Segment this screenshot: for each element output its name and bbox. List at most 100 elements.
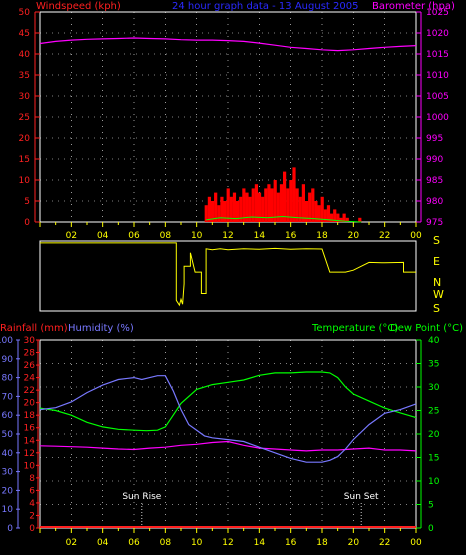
rainfall-tick-label: 24 — [24, 374, 36, 384]
wind-speed-bar — [314, 201, 318, 222]
wind-speed-bar — [286, 188, 290, 222]
wind-speed-bar — [232, 192, 237, 222]
wind-speed-bar — [270, 188, 274, 222]
wind-speed-bar — [276, 192, 280, 222]
rainfall-tick-label: 14 — [24, 436, 36, 446]
humidity-tick-label: 60 — [2, 411, 14, 421]
panel-3-time-axis: 02 04 06 08 10 12 14 16 18 20 22 00 — [39, 528, 422, 548]
temperature-tick-label: 0 — [428, 524, 434, 534]
barometer-tick-label: 980 — [426, 197, 443, 207]
dewpoint-axis-title: Dew Point (°C) — [390, 323, 463, 334]
time-tick-label: 00 — [410, 538, 422, 548]
windspeed-tick-label: 35 — [19, 71, 30, 81]
wind-speed-bar — [342, 213, 346, 222]
rainfall-tick-label: 18 — [24, 411, 36, 421]
compass-label: S — [433, 302, 440, 315]
wind-speed-bar — [242, 188, 246, 222]
barometer-tick-label: 1000 — [426, 113, 449, 123]
panel-3-grid — [40, 340, 416, 528]
time-tick-label: 22 — [379, 538, 390, 548]
rainfall-tick-label: 2 — [29, 511, 35, 521]
rainfall-tick-label: 26 — [24, 361, 36, 371]
windspeed-tick-label: 10 — [19, 176, 31, 186]
humidity-tick-label: 100 — [0, 336, 13, 346]
humidity-tick-label: 80 — [2, 374, 14, 384]
panel-2-frame — [39, 240, 417, 312]
humidity-line — [39, 375, 417, 463]
time-tick-label: 10 — [191, 231, 203, 241]
wind-speed-bar — [295, 188, 299, 222]
time-tick-label: 20 — [348, 538, 360, 548]
panel-3-axes: 0102030405060708090100024681012141618202… — [0, 336, 440, 534]
wind-speed-bar — [261, 196, 265, 222]
wind-speed-bar — [308, 192, 312, 222]
humidity-axis-title: Humidity (%) — [68, 323, 134, 334]
windspeed-tick-label: 15 — [19, 155, 30, 165]
wind-speed-bar — [301, 184, 305, 222]
time-tick-label: 14 — [254, 538, 266, 548]
wind-speed-bar — [264, 188, 268, 222]
humidity-tick-label: 90 — [2, 355, 14, 365]
barometer-tick-label: 1020 — [426, 29, 449, 39]
temperature-tick-label: 10 — [428, 477, 440, 487]
wind-speed-bar — [245, 192, 249, 222]
time-tick-label: 00 — [410, 231, 422, 241]
wind-speed-bar — [298, 196, 302, 222]
wind-speed-bar — [283, 171, 287, 222]
rainfall-tick-label: 10 — [24, 461, 36, 471]
sun-markers: Sun Rise Sun Set — [122, 492, 379, 528]
wind-speed-bar — [273, 180, 277, 222]
temperature-tick-label: 5 — [428, 501, 434, 511]
wind-direction-line — [40, 242, 416, 307]
temperature-tick-label: 30 — [428, 383, 440, 393]
wind-gust-line — [206, 215, 362, 223]
rainfall-tick-label: 16 — [24, 424, 36, 434]
wind-speed-bar — [317, 205, 321, 222]
wind-speed-bar — [323, 209, 327, 222]
time-tick-label: 08 — [160, 538, 172, 548]
wind-speed-bar — [251, 188, 255, 222]
panel-1-grid — [40, 12, 416, 222]
windspeed-tick-label: 0 — [24, 218, 30, 228]
wind-speed-bar — [207, 196, 211, 222]
sun-marker-label: Sun Set — [344, 492, 379, 502]
sun-marker-label: Sun Rise — [122, 492, 161, 502]
time-tick-label: 10 — [191, 538, 203, 548]
wind-speed-bar — [226, 188, 230, 222]
barometer-line — [39, 37, 417, 52]
windspeed-tick-label: 50 — [19, 8, 31, 18]
compass-label: W — [433, 288, 444, 301]
wind-speed-bar — [345, 217, 349, 222]
wind-speed-bar — [214, 192, 218, 222]
time-tick-label: 04 — [97, 538, 109, 548]
rainfall-tick-label: 12 — [24, 449, 35, 459]
humidity-tick-label: 20 — [2, 486, 14, 496]
wind-speed-bar — [336, 213, 340, 222]
time-tick-label: 20 — [348, 231, 360, 241]
panel-1-time-axis: 02 04 06 08 10 12 14 16 18 20 22 00 — [39, 222, 422, 241]
barometer-tick-label: 1005 — [426, 92, 449, 102]
humidity-tick-label: 70 — [2, 392, 14, 402]
rainfall-tick-label: 0 — [29, 524, 35, 534]
wind-speed-bar — [330, 213, 334, 222]
compass-label: E — [433, 255, 440, 268]
wind-direction-series — [40, 242, 416, 307]
temperature-tick-label: 15 — [428, 454, 439, 464]
windspeed-axis: 0 5 10 15 20 25 30 35 40 45 50 — [19, 8, 40, 228]
time-tick-label: 16 — [285, 538, 297, 548]
barometer-axis: 975 980 985 990 995 1000 1005 1010 1015 1020 1025 — [416, 8, 449, 228]
time-tick-label: 02 — [66, 231, 77, 241]
wind-speed-bar — [289, 180, 293, 222]
barometer-tick-label: 1015 — [426, 50, 449, 60]
wind-speed-bar — [358, 217, 362, 222]
wind-speed-bar — [257, 192, 262, 222]
time-tick-label: 06 — [128, 538, 140, 548]
wind-speed-bar — [339, 217, 343, 222]
barometer-tick-label: 985 — [426, 176, 443, 186]
time-tick-label: 08 — [160, 231, 172, 241]
wind-speed-bar — [223, 201, 227, 222]
windspeed-tick-label: 45 — [19, 29, 30, 39]
rainfall-tick-label: 20 — [24, 399, 36, 409]
